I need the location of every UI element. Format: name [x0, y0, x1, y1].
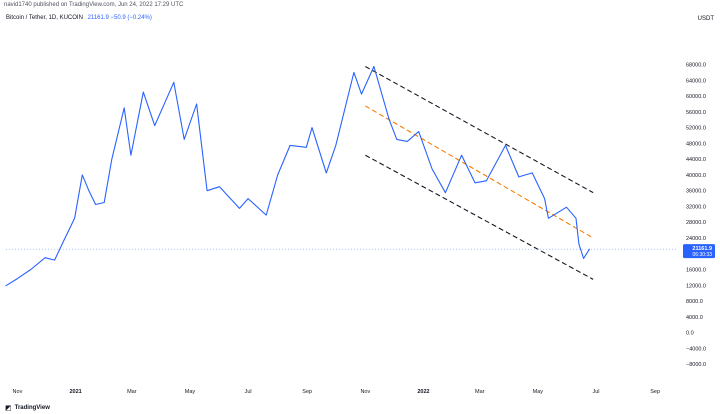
y-tick-label: 44000.0 [686, 157, 706, 163]
x-tick-label: Jul [245, 389, 252, 395]
x-tick-label: Nov [360, 389, 370, 395]
tradingview-brand[interactable]: ◩ TradingView [5, 404, 50, 412]
price-tag: 21161.906:30:33 [683, 244, 715, 259]
y-tick-label: 56000.0 [686, 110, 706, 116]
trendline-lower [365, 154, 594, 280]
x-tick-label: Sep [302, 389, 312, 395]
chart-legend: Bitcoin / Tether, 1D, KUCOIN 21161.9 −50… [6, 15, 152, 21]
y-tick-label: 4000.0 [686, 315, 703, 321]
price-change: 21161.9 −50.9 (−0.24%) [87, 15, 152, 21]
series [5, 65, 678, 287]
y-tick-label: 0.0 [686, 331, 694, 337]
publisher-line: navid1740 published on TradingView.com, … [4, 2, 184, 8]
price-tag-value: 21161.9 [692, 246, 712, 252]
x-tick-label: May [185, 389, 196, 395]
y-tick-label: 52000.0 [686, 126, 706, 132]
x-tick-label: 2022 [417, 389, 429, 395]
brand-name: TradingView [14, 405, 50, 411]
price-tag-countdown: 06:30:33 [693, 252, 713, 258]
y-tick-label: 60000.0 [686, 94, 706, 100]
x-tick-label: May [533, 389, 544, 395]
trendlines [365, 66, 594, 280]
trendline-upper [365, 66, 594, 194]
x-tick-label: Nov [13, 389, 23, 395]
y-tick-label: 28000.0 [686, 220, 706, 226]
price-tag-box [683, 244, 715, 259]
y-tick-label: 40000.0 [686, 173, 706, 179]
trendline-middle [365, 105, 594, 239]
x-tick-label: Jul [593, 389, 600, 395]
y-tick-label: 48000.0 [686, 141, 706, 147]
x-axis: Nov 2021 Mar May Jul Sep Nov 2022 Mar May Jul Sep [13, 389, 660, 395]
x-tick-label: Mar [475, 389, 485, 395]
y-tick-label: 32000.0 [686, 204, 706, 210]
y-tick-label: 12000.0 [686, 283, 706, 289]
price-series-line [5, 65, 590, 287]
y-tick-label: −4000.0 [686, 346, 706, 352]
y-tick-label: 64000.0 [686, 78, 706, 84]
y-axis-unit: USDT [698, 16, 715, 22]
tradingview-logo-icon: ◩ [5, 405, 12, 412]
x-tick-label: Mar [127, 389, 137, 395]
y-tick-label: −8000.0 [686, 362, 706, 368]
x-tick-label: Sep [650, 389, 660, 395]
y-axis: USDT 68000.0 64000.0 60000.0 56000.0 52000.0 4… [686, 16, 714, 368]
symbol-label: Bitcoin / Tether, 1D, KUCOIN [6, 15, 83, 21]
y-tick-label: 68000.0 [686, 63, 706, 69]
y-tick-label: 36000.0 [686, 189, 706, 195]
x-tick-label: 2021 [69, 389, 81, 395]
y-tick-label: 8000.0 [686, 299, 703, 305]
y-tick-label: 16000.0 [686, 268, 706, 274]
y-tick-label: 24000.0 [686, 236, 706, 242]
